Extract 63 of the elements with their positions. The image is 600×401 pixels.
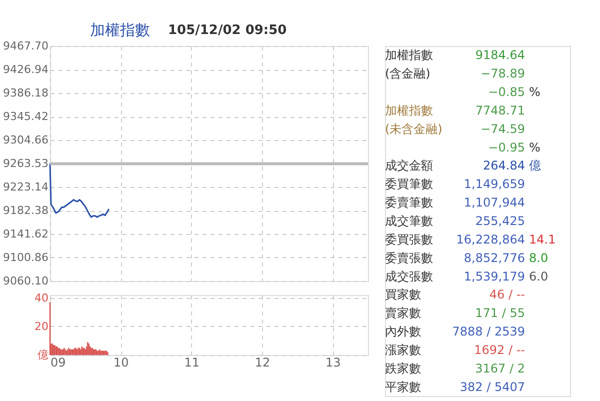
text: 3167 / 2: [475, 361, 525, 376]
chart-title: 加權指數: [90, 21, 150, 39]
text: 成交筆數: [385, 214, 433, 228]
text: −74.59: [480, 122, 525, 136]
x-tick-label: 10: [114, 356, 129, 370]
text: 成交金額: [385, 158, 433, 173]
text: 內外數: [385, 324, 421, 339]
y-tick-label: 9141.62: [3, 228, 48, 240]
text: 買家數: [385, 288, 421, 302]
text: 漲家數: [385, 342, 421, 357]
y-tick-label: 9345.42: [3, 110, 48, 123]
text: 委買張數: [385, 232, 433, 246]
text: 1,107,944: [464, 196, 525, 210]
text: 1,539,179: [464, 269, 525, 284]
text: −0.95: [488, 140, 525, 154]
text: 14.1: [529, 232, 556, 246]
text: (含金融): [385, 66, 430, 81]
text: 46 / --: [489, 288, 525, 302]
text: (未含金融): [385, 122, 442, 136]
text: 成交張數: [385, 269, 433, 284]
y-tick-label: 9100.86: [3, 251, 48, 264]
text: 億: [529, 158, 541, 173]
text: 264.84: [483, 158, 525, 173]
text: 加權指數: [385, 48, 433, 62]
text: 7888 / 2539: [452, 324, 525, 339]
text: 委賣筆數: [385, 196, 433, 210]
text: %: [529, 85, 540, 100]
text: 8,852,776: [464, 250, 525, 265]
x-tick-label: 12: [254, 356, 270, 370]
text: 6.0: [529, 269, 548, 284]
y-tick-label: 9060.10: [3, 274, 48, 288]
x-tick-label: 13: [326, 356, 341, 370]
text: 255,425: [475, 214, 525, 228]
text: 9184.64: [475, 48, 525, 62]
y-tick-label: 9223.14: [3, 180, 48, 194]
y-tick-label: 9304.66: [3, 134, 48, 146]
text: 7748.71: [475, 103, 525, 118]
y-tick-label: 20: [34, 320, 48, 333]
text: 171 / 55: [475, 306, 525, 320]
x-tick-label: 09: [50, 356, 66, 370]
text: 委賣張數: [385, 250, 433, 265]
text: −0.85: [488, 85, 525, 100]
y-tick-label: 9182.38: [3, 204, 48, 217]
text: 平家數: [385, 380, 421, 394]
text: 1692 / --: [474, 342, 525, 357]
y-tick-label: 9426.94: [3, 63, 48, 76]
x-tick-label: 11: [184, 356, 200, 370]
text: 8.0: [529, 250, 548, 265]
y-tick-label: 9386.18: [3, 86, 48, 100]
y-tick-label: 億: [38, 348, 48, 362]
text: %: [529, 140, 540, 154]
chart-subtitle: 105/12/02 09:50: [168, 23, 287, 38]
y-tick-label: 9467.70: [3, 40, 48, 52]
text: −78.89: [480, 66, 525, 81]
text: 382 / 5407: [460, 380, 525, 394]
y-tick-label: 9263.53: [3, 157, 48, 170]
text: 1,149,659: [464, 177, 525, 192]
y-tick-label: 40: [34, 291, 48, 304]
text: 委買筆數: [385, 177, 433, 192]
text: 賣家數: [385, 306, 421, 320]
text: 加權指數: [385, 103, 433, 118]
text: 16,228,864: [456, 232, 525, 246]
text: 跌家數: [385, 361, 421, 376]
